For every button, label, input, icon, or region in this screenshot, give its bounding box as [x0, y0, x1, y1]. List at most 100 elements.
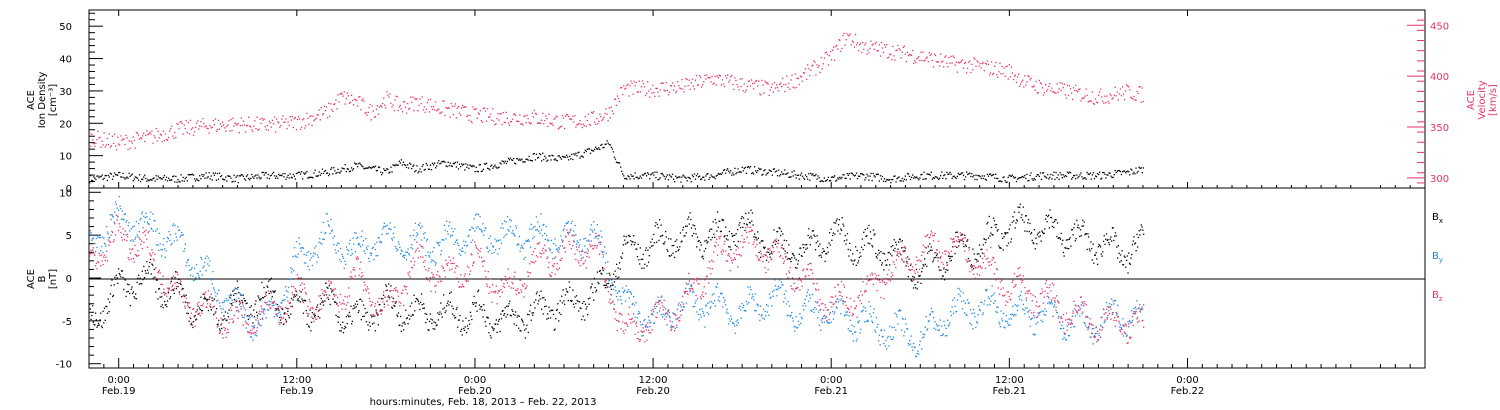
data-point: [1007, 322, 1009, 324]
data-point: [1137, 170, 1139, 173]
data-point: [780, 287, 782, 289]
data-point: [1026, 173, 1028, 175]
data-point: [494, 238, 496, 240]
data-point: [775, 170, 778, 172]
data-point: [564, 303, 566, 305]
data-point: [451, 234, 454, 237]
data-point: [463, 240, 465, 242]
data-point: [525, 158, 527, 160]
data-point: [473, 295, 475, 298]
data-point: [432, 260, 434, 262]
data-point: [189, 119, 192, 121]
data-point: [1140, 224, 1142, 226]
data-point: [575, 152, 577, 154]
data-point: [363, 100, 365, 102]
data-point: [647, 261, 650, 263]
data-point: [196, 309, 198, 311]
data-point: [386, 224, 388, 226]
data-point: [549, 249, 551, 252]
data-point: [392, 232, 394, 234]
data-point: [408, 254, 411, 256]
data-point: [172, 289, 174, 291]
data-point: [1133, 171, 1135, 173]
data-point: [178, 229, 180, 231]
data-point: [722, 169, 725, 171]
data-point: [694, 228, 696, 230]
data-point: [163, 174, 166, 177]
data-point: [136, 177, 139, 179]
data-point: [647, 315, 650, 318]
data-point: [571, 153, 573, 155]
data-point: [1040, 240, 1042, 242]
data-point: [427, 168, 430, 170]
data-point: [187, 259, 189, 262]
data-point: [469, 229, 472, 231]
data-point: [758, 80, 760, 82]
data-point: [328, 102, 330, 104]
data-point: [1043, 175, 1046, 177]
data-point: [456, 161, 459, 163]
data-point: [915, 61, 917, 64]
data-point: [538, 230, 540, 232]
data-point: [363, 168, 365, 170]
data-point: [1113, 239, 1115, 242]
data-point: [621, 303, 623, 305]
data-point: [847, 35, 849, 37]
data-point: [435, 101, 437, 103]
data-point: [126, 291, 128, 293]
data-point: [279, 126, 281, 128]
data-point: [520, 330, 522, 332]
data-point: [396, 250, 398, 252]
data-point: [627, 288, 630, 291]
data-point: [567, 300, 569, 302]
data-point: [1113, 174, 1115, 176]
data-point: [1042, 94, 1045, 96]
data-point: [566, 114, 568, 116]
data-point: [650, 88, 652, 90]
data-point: [616, 162, 619, 164]
data-point: [675, 92, 677, 94]
data-point: [459, 314, 461, 317]
data-point: [637, 313, 639, 315]
data-point: [256, 311, 258, 313]
data-point: [343, 168, 345, 170]
data-point: [867, 49, 869, 51]
data-point: [358, 242, 360, 244]
data-point: [788, 258, 791, 260]
data-point: [690, 82, 692, 84]
data-point: [125, 177, 127, 179]
data-point: [667, 179, 670, 181]
data-point: [406, 251, 408, 253]
data-point: [166, 300, 169, 302]
data-point: [792, 320, 794, 322]
data-point: [347, 314, 349, 316]
data-point: [134, 176, 136, 178]
data-point: [547, 317, 549, 319]
data-point: [126, 137, 128, 139]
data-point: [450, 234, 452, 236]
data-point: [560, 235, 562, 237]
data-point: [754, 166, 756, 168]
data-point: [359, 162, 361, 164]
data-point: [544, 120, 546, 122]
data-point: [93, 143, 95, 145]
data-point: [809, 294, 811, 296]
data-point: [439, 163, 441, 165]
data-point: [777, 90, 780, 92]
data-point: [581, 155, 583, 157]
data-point: [350, 94, 353, 96]
data-point: [498, 320, 500, 322]
data-point: [682, 309, 684, 311]
data-point: [906, 328, 909, 330]
data-point: [863, 321, 866, 323]
data-point: [314, 118, 316, 120]
data-point: [325, 282, 327, 284]
data-point: [809, 244, 811, 246]
data-point: [585, 251, 587, 253]
data-point: [626, 242, 628, 244]
data-point: [768, 169, 770, 171]
data-point: [279, 319, 282, 321]
data-point: [371, 323, 374, 325]
data-point: [208, 172, 210, 174]
data-point: [472, 227, 474, 230]
